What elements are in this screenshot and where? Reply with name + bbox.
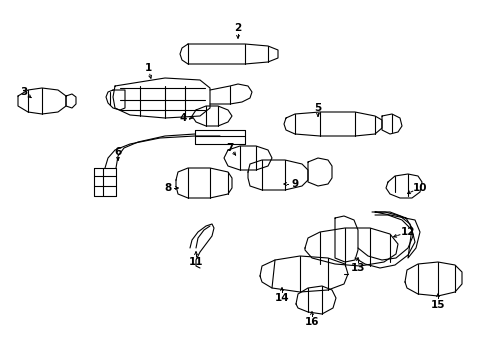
Text: 5: 5 bbox=[314, 103, 321, 113]
Text: 9: 9 bbox=[291, 179, 298, 189]
Text: 7: 7 bbox=[226, 143, 233, 153]
Text: 16: 16 bbox=[304, 317, 319, 327]
Text: 8: 8 bbox=[164, 183, 171, 193]
Text: 1: 1 bbox=[144, 63, 151, 73]
Text: 2: 2 bbox=[234, 23, 241, 33]
Text: 11: 11 bbox=[188, 257, 203, 267]
Text: 4: 4 bbox=[179, 113, 186, 123]
Text: 12: 12 bbox=[400, 227, 414, 237]
Text: 13: 13 bbox=[350, 263, 365, 273]
Text: 6: 6 bbox=[114, 147, 122, 157]
Text: 3: 3 bbox=[20, 87, 27, 97]
Text: 15: 15 bbox=[430, 300, 445, 310]
Text: 10: 10 bbox=[412, 183, 427, 193]
Text: 14: 14 bbox=[274, 293, 289, 303]
